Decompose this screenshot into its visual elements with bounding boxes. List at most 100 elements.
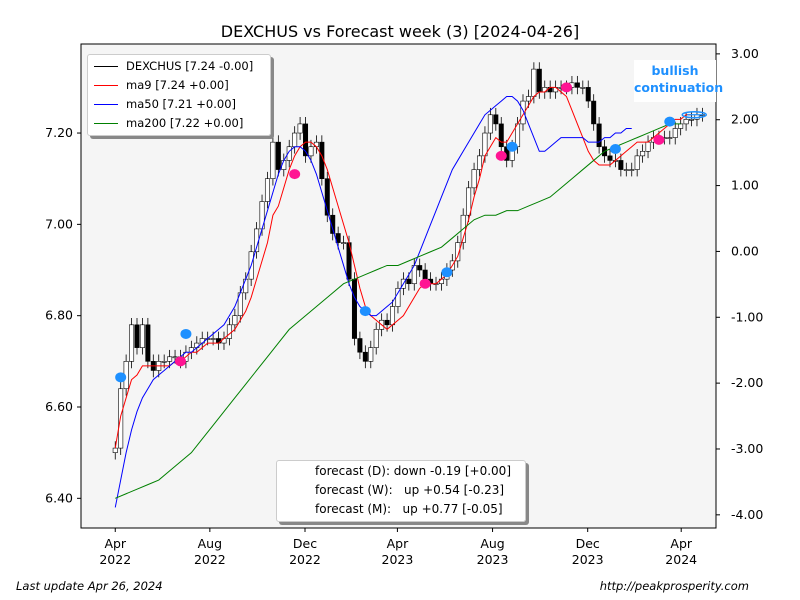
forecast-box: forecast (D): down -0.19 [+0.00] forecas…: [276, 460, 526, 522]
x-tick-label-month: Dec: [293, 536, 317, 551]
y-left-tick-label: 7.00: [45, 216, 73, 231]
candle-body: [275, 141, 281, 170]
ma200-line: [115, 123, 681, 499]
legend-label: DEXCHUS [7.24 -0.00]: [126, 59, 254, 73]
x-tick-label-year: 2022: [194, 552, 226, 567]
source-url: http://peakprosperity.com: [599, 579, 749, 593]
candle-body: [292, 132, 298, 148]
candle-body: [167, 356, 173, 362]
y-right-tick-label: 3.00: [731, 46, 759, 61]
signal-marker: [180, 328, 192, 339]
y-left-tick-label: 6.80: [45, 308, 73, 323]
signal-marker: [506, 141, 518, 152]
candle-body: [308, 146, 314, 157]
candle-body: [145, 324, 151, 362]
x-tick-label-month: Apr: [387, 536, 409, 551]
legend-swatch: [94, 65, 118, 67]
candle-body: [362, 351, 368, 362]
legend-swatch: [94, 122, 118, 124]
legend-item-ma9: ma9 [7.24 +0.00]: [94, 77, 229, 93]
candle-body: [324, 178, 330, 216]
candle-body: [351, 278, 357, 339]
candle-body: [232, 315, 238, 326]
candle-body: [634, 155, 640, 170]
signal-marker: [174, 356, 186, 367]
signal-marker: [115, 372, 127, 383]
x-tick-label-year: 2023: [382, 552, 414, 567]
candle-body: [243, 278, 249, 294]
candle-body: [531, 68, 537, 97]
candle-body: [525, 96, 531, 102]
candle-body: [596, 123, 602, 148]
candle-body: [667, 137, 673, 139]
y-right-tick-label: 2.00: [731, 112, 759, 127]
candle-body: [286, 146, 292, 161]
signal-marker: [609, 144, 621, 155]
candle-body: [368, 347, 374, 362]
x-tick-label-month: Aug: [198, 536, 222, 551]
y-left-tick-label: 6.60: [45, 399, 73, 414]
signal-marker: [653, 134, 665, 145]
candle-body: [580, 87, 586, 89]
signal-marker: [560, 82, 572, 93]
legend-item-ma200: ma200 [7.22 +0.00]: [94, 115, 243, 131]
y-left-tick-label: 7.20: [45, 125, 73, 140]
candle-body: [536, 68, 542, 93]
candle-body: [373, 329, 379, 348]
signal-line-1: bullish: [651, 63, 699, 78]
candle-body: [303, 123, 309, 157]
candle-body: [466, 187, 472, 216]
signal-line-2: continuation: [634, 80, 724, 95]
signal-marker: [289, 169, 301, 180]
last-update-note: Last update Apr 26, 2024: [16, 579, 163, 593]
ma9-line: [114, 86, 692, 449]
forecast-weekly: forecast (W): up +0.54 [-0.23]: [315, 483, 505, 497]
candle-body: [357, 338, 363, 353]
moving-average-lines: [114, 86, 692, 508]
legend-swatch: [94, 84, 118, 86]
candle-body: [226, 324, 232, 339]
y-right-tick-label: -4.00: [731, 507, 763, 522]
candle-body: [390, 306, 396, 326]
candle-body: [618, 160, 624, 170]
forecast-monthly: forecast (M): up +0.77 [-0.05]: [315, 502, 503, 516]
y-right-tick-label: 0.00: [731, 243, 759, 258]
candle-body: [161, 361, 167, 363]
candle-body: [477, 155, 483, 170]
chart-title: DEXCHUS vs Forecast week (3) [2024-04-26…: [220, 22, 580, 41]
candle-body: [678, 123, 684, 129]
candle-body: [422, 269, 428, 280]
candle-body: [683, 119, 689, 125]
candle-body: [455, 242, 461, 262]
x-tick-label-month: Apr: [670, 536, 692, 551]
signal-marker: [495, 150, 507, 161]
candle-body: [417, 265, 423, 271]
x-tick-label-month: Dec: [576, 536, 600, 551]
candle-body: [270, 141, 276, 179]
axes: 6.40 6.60 6.80 7.00 7.20 -4.00 -3.00 -2.00 -1.00…: [45, 46, 763, 567]
signal-marker: [419, 278, 431, 289]
candle-body: [139, 324, 145, 348]
y-right-tick-label: -1.00: [731, 309, 763, 324]
candle-body: [640, 151, 646, 157]
x-tick-label-year: 2023: [572, 552, 604, 567]
candle-body: [629, 169, 635, 171]
forecast-marker: [681, 111, 708, 119]
y-right-tick-label: 1.00: [731, 178, 759, 193]
signal-annotation: bullish continuation: [634, 60, 724, 102]
candle-body: [330, 214, 336, 234]
candle-body: [607, 155, 613, 161]
legend-label: ma200 [7.22 +0.00]: [126, 116, 244, 130]
signal-marker: [441, 267, 453, 278]
legend-label: ma50 [7.21 +0.00]: [126, 97, 237, 111]
candle-body: [487, 114, 493, 134]
candle-body: [689, 119, 695, 121]
candle-body: [129, 324, 135, 362]
candle-body: [574, 82, 580, 88]
candle-body: [585, 87, 591, 102]
candle-body: [264, 178, 270, 202]
signal-marker: [664, 116, 676, 127]
legend: DEXCHUS [7.24 -0.00] ma9 [7.24 +0.00] ma…: [87, 54, 271, 136]
y-left-tick-label: 6.40: [45, 490, 73, 505]
candle-body: [493, 114, 499, 125]
